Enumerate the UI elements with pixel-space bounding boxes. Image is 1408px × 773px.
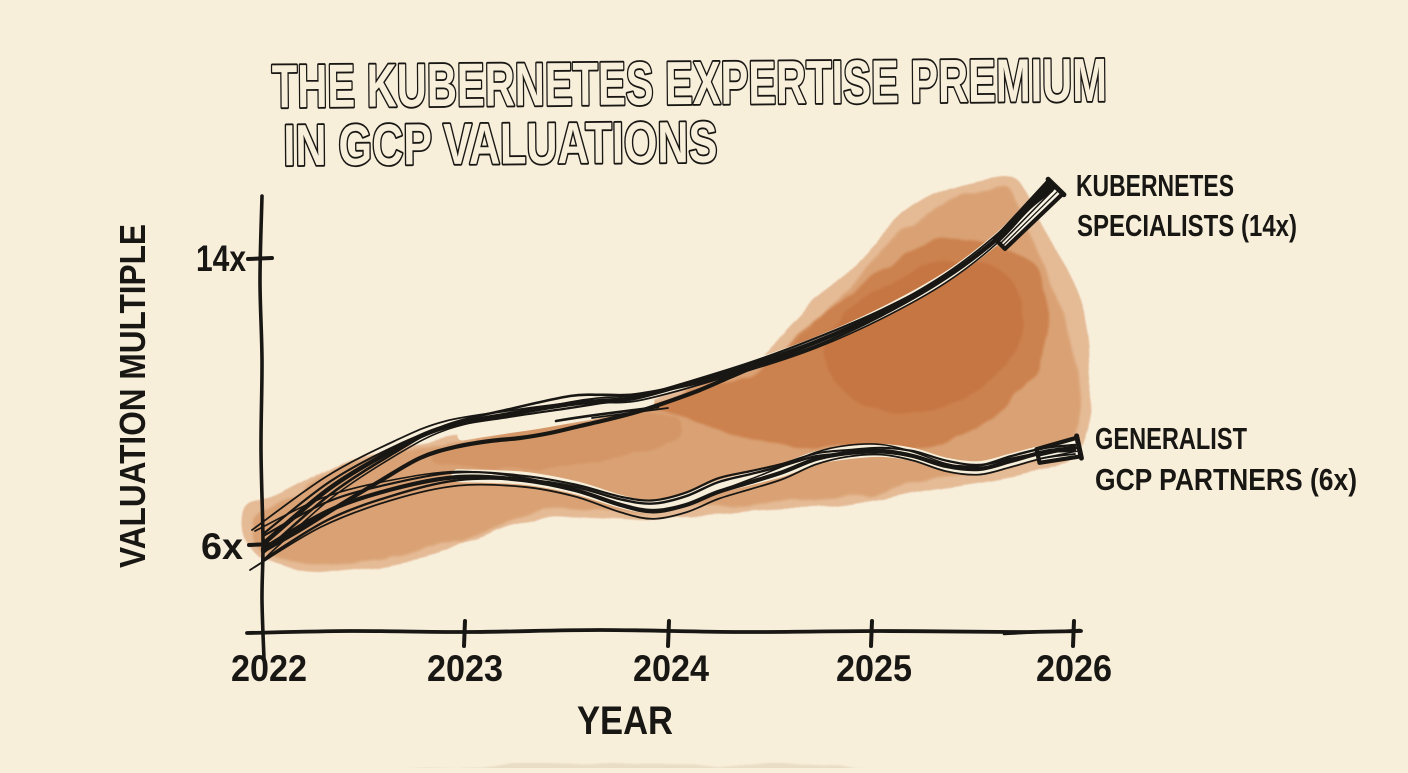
svg-text:SPECIALISTS (14x): SPECIALISTS (14x): [1077, 208, 1297, 243]
svg-text:2026: 2026: [1036, 648, 1112, 689]
svg-text:2023: 2023: [427, 648, 503, 689]
svg-text:2025: 2025: [836, 648, 912, 689]
svg-text:GCP PARTNERS (6x): GCP PARTNERS (6x): [1095, 462, 1357, 497]
svg-text:KUBERNETES: KUBERNETES: [1076, 168, 1234, 203]
svg-text:IN GCP VALUATIONS: IN GCP VALUATIONS: [283, 110, 717, 178]
svg-text:2022: 2022: [231, 648, 307, 689]
svg-text:THE KUBERNETES EXPERTISE PREMI: THE KUBERNETES EXPERTISE PREMIUM: [272, 46, 1108, 121]
svg-text:14x: 14x: [196, 238, 246, 279]
svg-text:GENERALIST: GENERALIST: [1095, 421, 1247, 456]
svg-text:2024: 2024: [633, 648, 709, 689]
svg-text:YEAR: YEAR: [577, 699, 673, 743]
svg-text:VALUATION MULTIPLE: VALUATION MULTIPLE: [112, 224, 153, 568]
svg-text:6x: 6x: [201, 526, 243, 567]
